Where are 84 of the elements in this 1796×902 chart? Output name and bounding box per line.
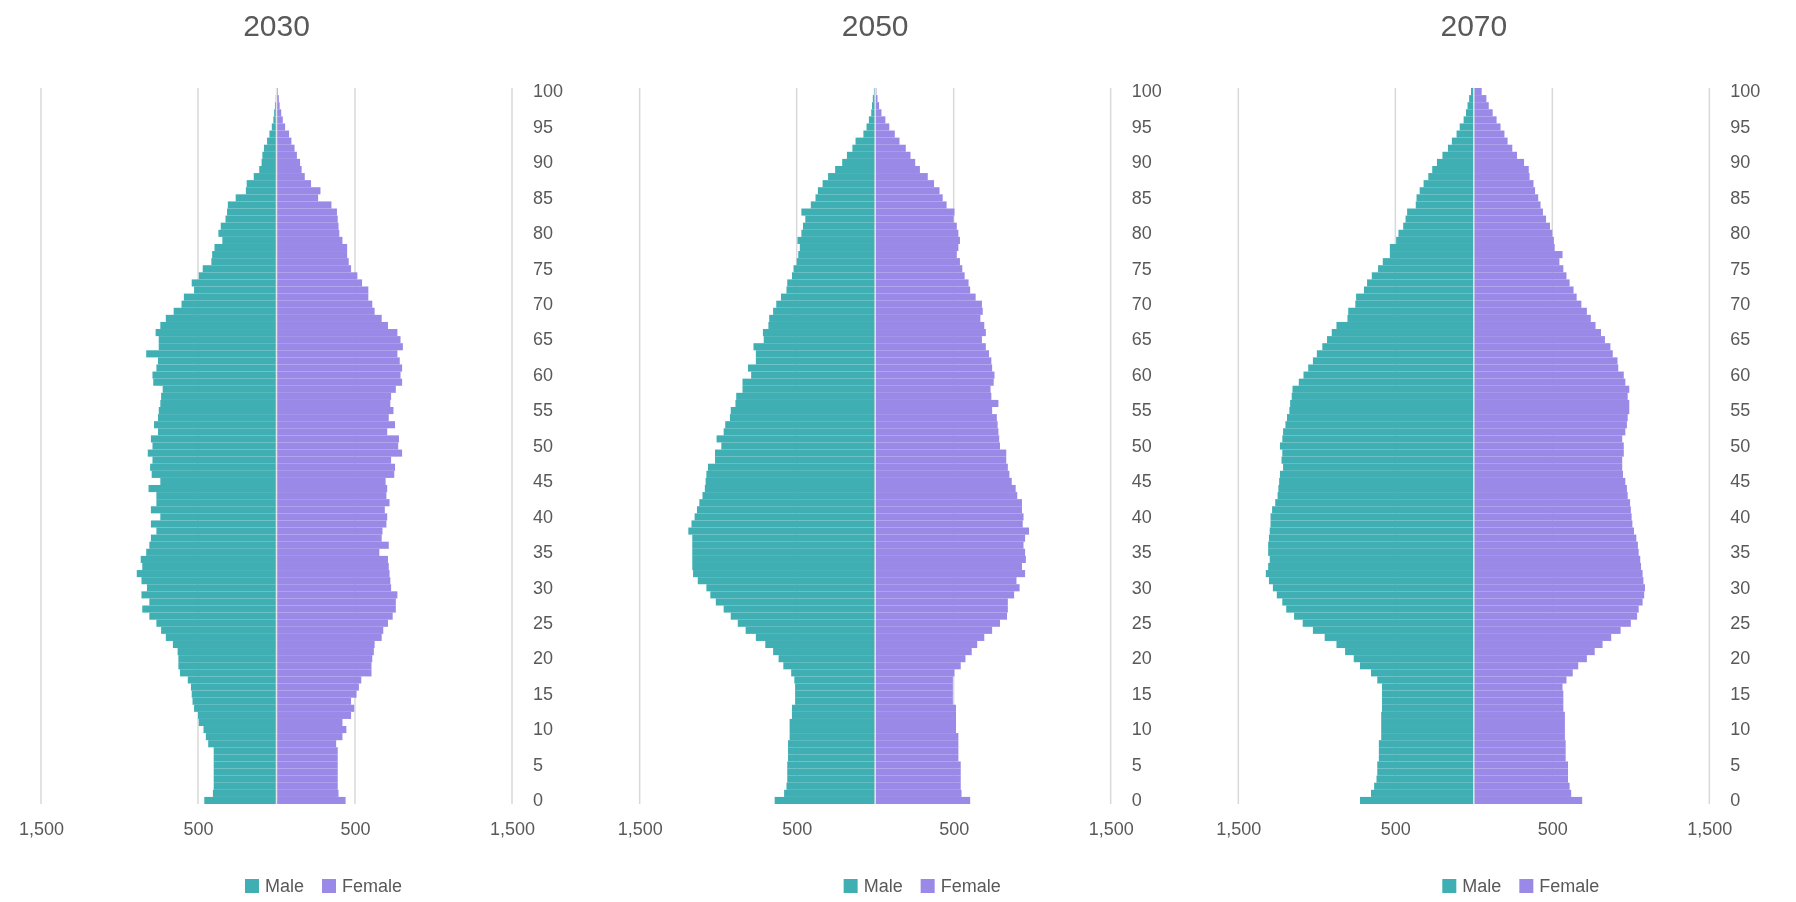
- legend-label: Male: [863, 876, 903, 896]
- y-tick-label: 15: [1131, 683, 1152, 704]
- y-tick-label: 35: [1730, 542, 1751, 563]
- legend-label: Female: [341, 876, 403, 896]
- x-tick-label: 500: [183, 818, 214, 839]
- y-tick-label: 80: [1131, 223, 1152, 244]
- y-tick-label: 5: [533, 754, 544, 775]
- y-tick-label: 95: [1730, 116, 1751, 137]
- y-tick-label: 30: [533, 577, 554, 598]
- y-tick-label: 70: [533, 293, 554, 314]
- y-tick-label: 30: [1730, 577, 1751, 598]
- y-tick-label: 60: [1730, 364, 1751, 385]
- legend-label: Male: [1462, 876, 1502, 896]
- x-tick-label: 500: [1537, 818, 1568, 839]
- y-tick-label: 100: [533, 81, 564, 102]
- y-tick-label: 60: [1131, 364, 1152, 385]
- y-tick-label: 55: [533, 400, 554, 421]
- x-tick-label: 500: [939, 818, 970, 839]
- y-tick-label: 40: [533, 506, 554, 527]
- y-tick-label: 15: [533, 683, 554, 704]
- x-tick-label: 500: [782, 818, 813, 839]
- y-tick-label: 80: [533, 223, 554, 244]
- y-tick-label: 30: [1131, 577, 1152, 598]
- y-tick-label: 20: [533, 648, 554, 669]
- chart-title: 2050: [841, 9, 909, 42]
- y-tick-label: 55: [1730, 400, 1751, 421]
- y-tick-label: 65: [1131, 329, 1152, 350]
- x-tick-label: 500: [340, 818, 371, 839]
- y-tick-label: 45: [1730, 471, 1751, 492]
- y-tick-label: 85: [1131, 187, 1152, 208]
- y-tick-label: 65: [533, 329, 554, 350]
- y-tick-label: 10: [1131, 719, 1152, 740]
- y-tick-label: 25: [1730, 612, 1751, 633]
- y-tick-label: 85: [533, 187, 554, 208]
- y-tick-label: 10: [533, 719, 554, 740]
- y-tick-label: 0: [1730, 790, 1741, 811]
- x-tick-label: 500: [1380, 818, 1411, 839]
- y-tick-label: 100: [1730, 81, 1761, 102]
- y-tick-label: 45: [1131, 471, 1152, 492]
- x-tick-label: 1,500: [489, 818, 536, 839]
- y-tick-label: 65: [1730, 329, 1751, 350]
- legend-label: Female: [1539, 876, 1600, 896]
- y-tick-label: 50: [1131, 435, 1152, 456]
- y-tick-label: 90: [1730, 152, 1751, 173]
- y-tick-label: 20: [1131, 648, 1152, 669]
- y-tick-label: 90: [1131, 152, 1152, 173]
- legend-label: Female: [940, 876, 1001, 896]
- y-tick-label: 20: [1730, 648, 1751, 669]
- y-tick-label: 25: [533, 612, 554, 633]
- chart-title: 2070: [1440, 9, 1508, 42]
- y-tick-label: 15: [1730, 683, 1751, 704]
- y-tick-label: 25: [1131, 612, 1152, 633]
- y-tick-label: 75: [1131, 258, 1152, 279]
- y-tick-label: 0: [1131, 790, 1142, 811]
- y-tick-label: 75: [1730, 258, 1751, 279]
- x-tick-label: 1,500: [18, 818, 65, 839]
- y-tick-label: 70: [1131, 293, 1152, 314]
- y-tick-label: 0: [533, 790, 544, 811]
- y-tick-label: 60: [533, 364, 554, 385]
- y-tick-label: 10: [1730, 719, 1751, 740]
- x-tick-label: 1,500: [1216, 818, 1262, 839]
- y-tick-label: 45: [533, 471, 554, 492]
- y-tick-label: 80: [1730, 223, 1751, 244]
- y-tick-label: 40: [1131, 506, 1152, 527]
- y-tick-label: 50: [533, 435, 554, 456]
- y-tick-label: 40: [1730, 506, 1751, 527]
- x-tick-label: 1,500: [617, 818, 663, 839]
- legend-label: Male: [264, 876, 304, 896]
- y-tick-label: 85: [1730, 187, 1751, 208]
- x-tick-label: 1,500: [1687, 818, 1733, 839]
- y-tick-label: 100: [1131, 81, 1162, 102]
- y-tick-label: 5: [1730, 754, 1741, 775]
- y-tick-label: 55: [1131, 400, 1152, 421]
- chart-title: 2030: [243, 9, 310, 42]
- x-tick-label: 1,500: [1088, 818, 1134, 839]
- y-tick-label: 35: [1131, 542, 1152, 563]
- y-tick-label: 90: [533, 152, 554, 173]
- y-tick-label: 75: [533, 258, 554, 279]
- y-tick-label: 5: [1131, 754, 1142, 775]
- y-tick-label: 95: [1131, 116, 1152, 137]
- y-tick-label: 70: [1730, 293, 1751, 314]
- y-tick-label: 50: [1730, 435, 1751, 456]
- y-tick-label: 35: [533, 542, 554, 563]
- y-tick-label: 95: [533, 116, 554, 137]
